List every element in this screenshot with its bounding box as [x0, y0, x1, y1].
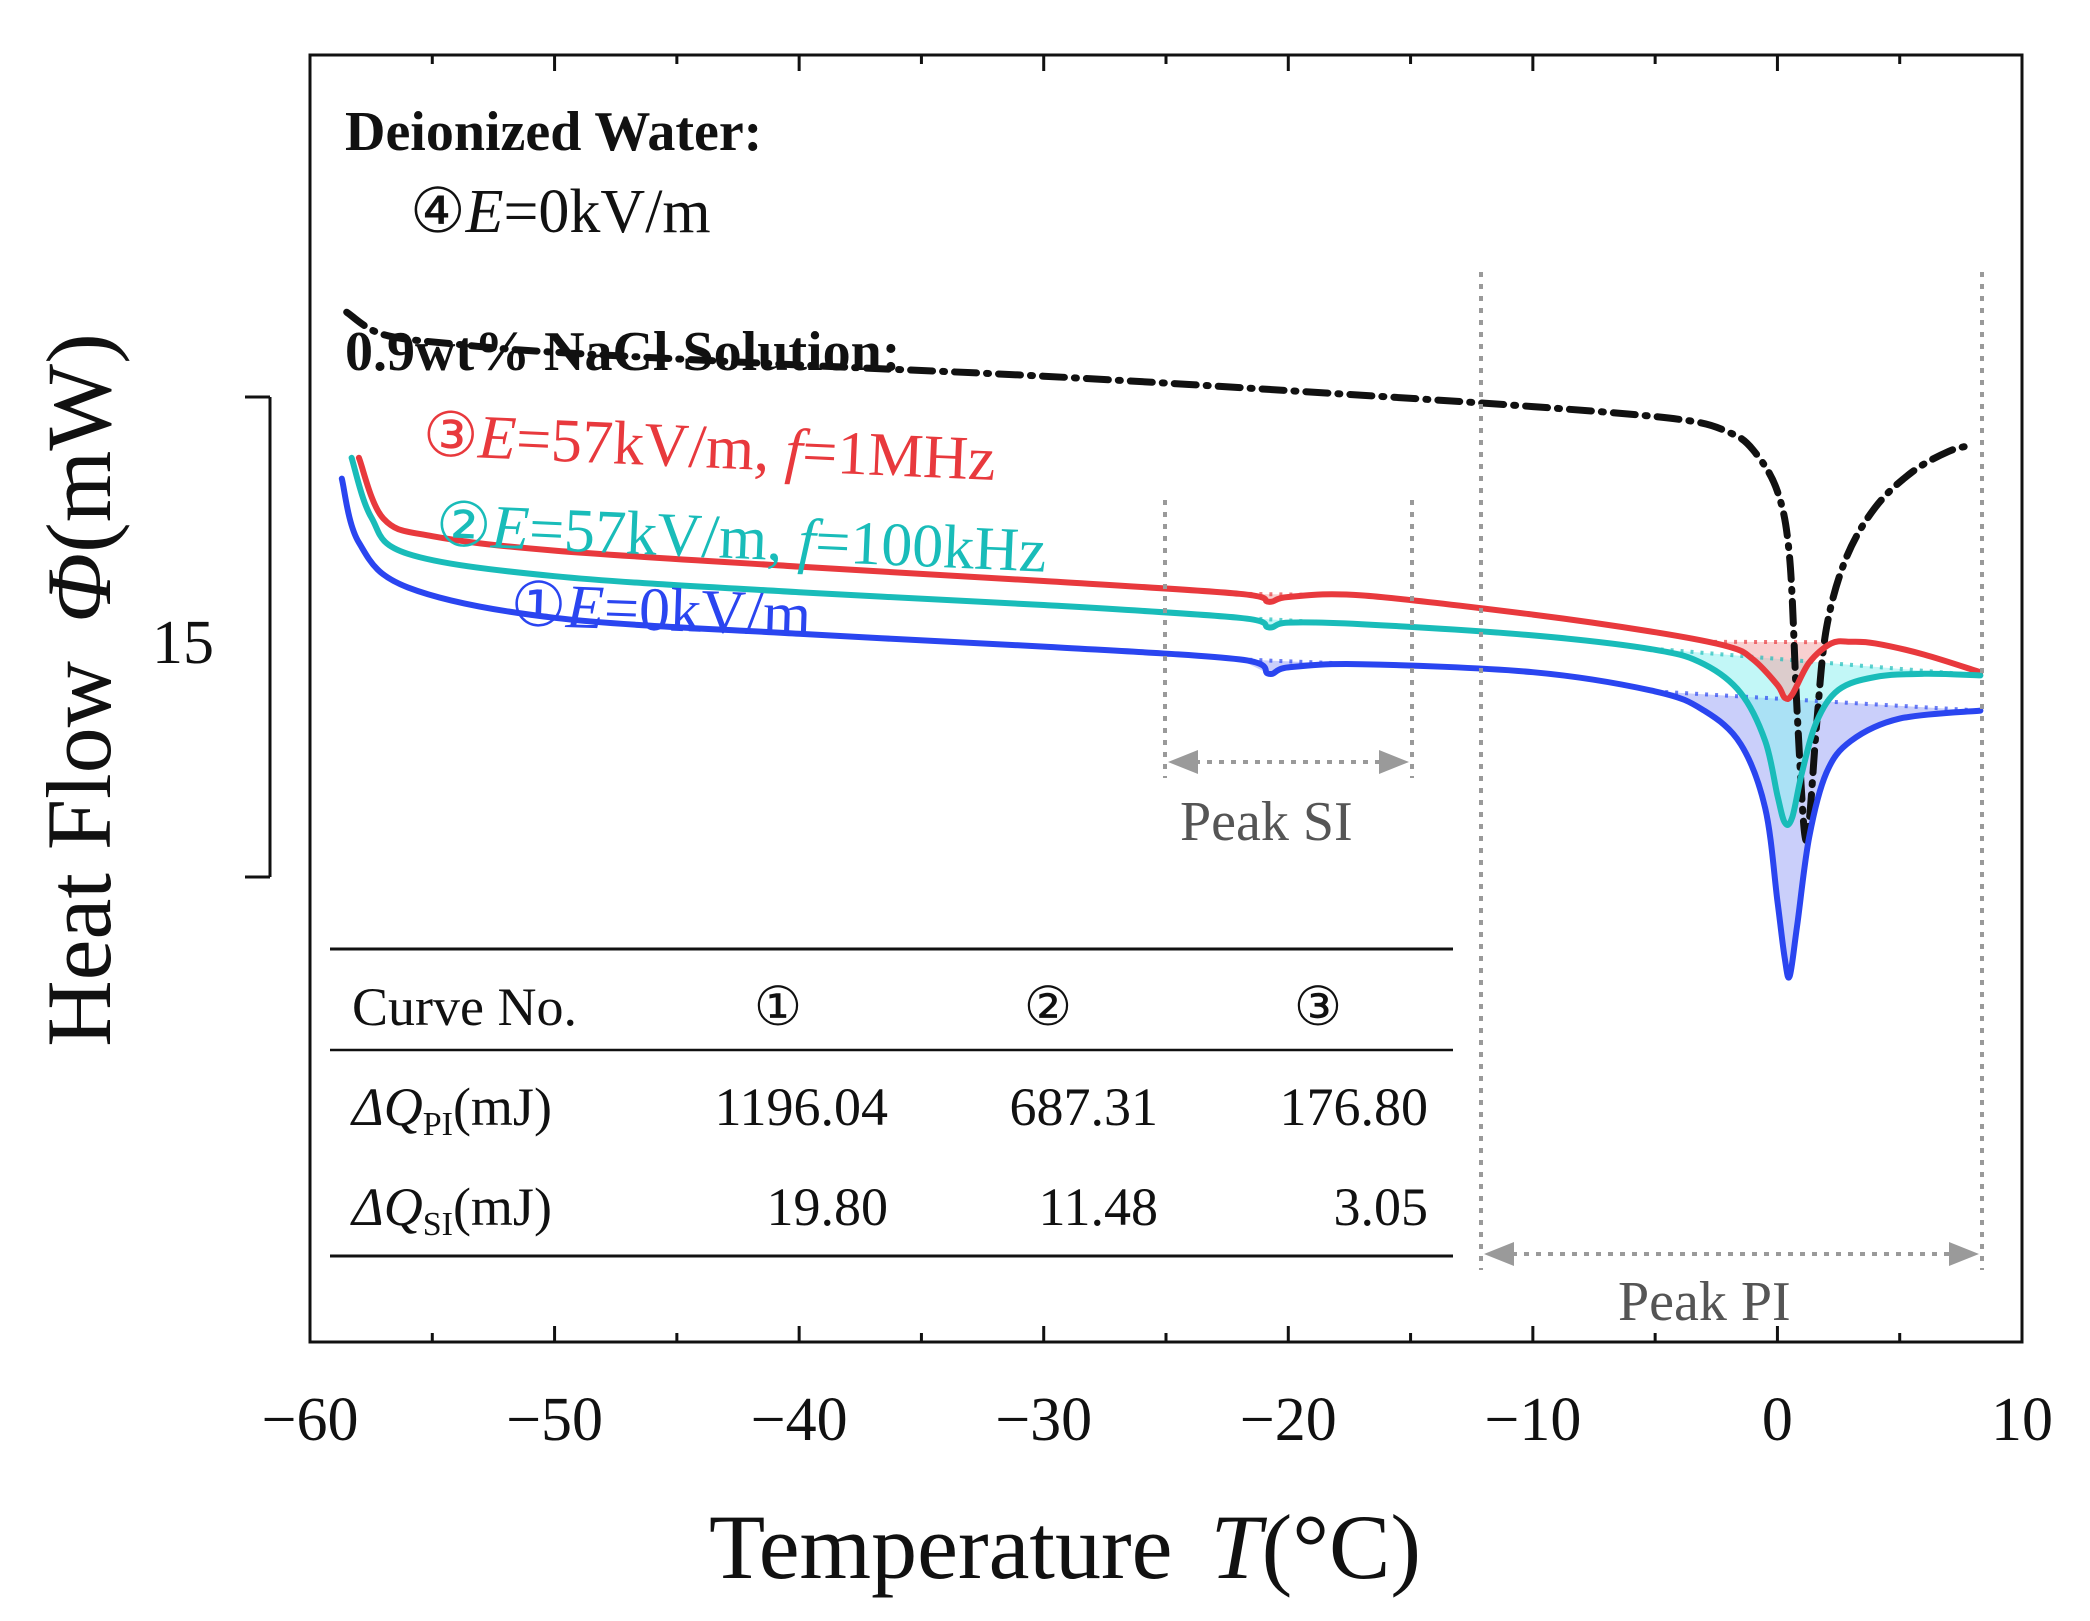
curve-label-3-number: ③	[421, 401, 480, 471]
pi-unit: (mJ)	[453, 1077, 552, 1137]
curve-label-2: ②E=57kV/m, f=100kHz	[434, 491, 1048, 586]
peak-guide-lines	[1163, 272, 1984, 1270]
peak-fill-pi-c3	[1704, 641, 1846, 698]
table-header-3: ③	[1294, 977, 1342, 1037]
curve-c1	[338, 475, 1984, 981]
curve-label-3-symbol-e: E	[476, 403, 518, 473]
si-unit: (mJ)	[453, 1177, 552, 1237]
table-cell-si-1: 19.80	[767, 1177, 889, 1237]
x-tick-label: −40	[751, 1386, 848, 1454]
peak-pi-arrow	[1484, 1242, 1979, 1266]
curve-label-2-group: ②E=57kV/m, f=100kHz	[434, 491, 1048, 586]
x-axis-title: Temperature T(°C)	[709, 1496, 1421, 1598]
peak-area-fills	[1239, 593, 1981, 970]
curve-label-2-frequency: =100kHz	[814, 508, 1048, 586]
curve-label-1-group: ①E=0kV/m	[510, 571, 813, 649]
curve-label-3-group: ③E=57kV/m, f=1MHz	[421, 401, 997, 494]
x-axis-ticks	[308, 55, 2024, 1342]
table-header-curve-no: Curve No.	[352, 977, 577, 1037]
curve-label-4-number: ④	[410, 178, 466, 246]
scale-bar-label: 15	[152, 609, 214, 677]
group-label-nacl-solution: 0.9wt% NaCl Solution:	[345, 321, 900, 383]
pi-subscript: PI	[423, 1106, 453, 1143]
x-tick-label: −10	[1484, 1386, 1581, 1454]
baseline-pi-c2	[1630, 644, 1981, 678]
curve-label-3-frequency: =1MHz	[801, 418, 997, 494]
curve-label-1-number: ①	[510, 571, 568, 641]
x-tick-label: −50	[506, 1386, 603, 1454]
results-table: Curve No. ① ② ③ ΔQPI(mJ) 1196.04 687.31 …	[330, 947, 1453, 1258]
baseline-pi-c1	[1655, 689, 1981, 713]
table-cell-pi-1: 1196.04	[715, 1077, 889, 1137]
curve-label-2-number: ②	[434, 491, 493, 561]
peak-si-arrow	[1168, 750, 1409, 774]
x-axis-title-text: Temperature	[709, 1496, 1173, 1598]
peak-baselines	[1239, 591, 1981, 713]
peak-fill-pi-c1	[1655, 691, 1981, 970]
curve-c3	[355, 454, 1984, 703]
x-tick-label: −60	[262, 1386, 359, 1454]
table-cell-si-3: 3.05	[1334, 1177, 1429, 1237]
pi-delta-symbol: ΔQ	[350, 1077, 423, 1137]
y-axis-title-group: Heat Flow Φ(mW)	[28, 333, 130, 1047]
curve-label-1-symbol: E	[564, 573, 605, 642]
table-row-pi-label: ΔQPI(mJ)	[350, 1077, 552, 1143]
si-subscript: SI	[423, 1206, 453, 1243]
table-header-1: ①	[754, 977, 802, 1037]
curve-label-1-value: =0kV/m	[603, 574, 812, 649]
curve-label-3-field: =57kV/m,	[515, 405, 787, 485]
peak-si-label: Peak SI	[1180, 791, 1353, 853]
curve-label-4: ④E=0kV/m	[410, 178, 711, 246]
x-axis-title-symbol: T	[1210, 1496, 1267, 1598]
curve-label-3: ③E=57kV/m, f=1MHz	[421, 401, 997, 494]
curve-label-1: ①E=0kV/m	[510, 571, 813, 649]
table-header-2: ②	[1024, 977, 1072, 1037]
x-tick-label: −20	[1240, 1386, 1337, 1454]
group-label-deionized-water: Deionized Water:	[345, 101, 762, 163]
curve-label-2-field: =57kV/m,	[528, 495, 800, 575]
table-row-si-label: ΔQSI(mJ)	[350, 1177, 552, 1243]
curve-label-4-symbol: E	[465, 178, 504, 246]
y-axis-title: Heat Flow Φ(mW)	[28, 333, 130, 1047]
peak-fill-pi-c2	[1630, 646, 1981, 821]
curve-c2	[348, 454, 1984, 828]
curve-label-2-symbol-e: E	[489, 493, 531, 563]
curves	[338, 308, 1984, 981]
table-cell-pi-2: 687.31	[1010, 1077, 1159, 1137]
table-cell-pi-3: 176.80	[1280, 1077, 1429, 1137]
x-axis-title-unit: (°C)	[1262, 1496, 1421, 1598]
y-axis-title-text: Heat Flow	[28, 660, 130, 1046]
x-tick-label: 10	[1991, 1386, 2053, 1454]
curve-c4	[343, 308, 1977, 844]
si-delta-symbol: ΔQ	[350, 1177, 423, 1237]
x-axis-tick-labels: −60 −50 −40 −30 −20 −10 0 10	[262, 1386, 2053, 1454]
x-tick-label: 0	[1762, 1386, 1793, 1454]
table-cell-si-2: 11.48	[1039, 1177, 1159, 1237]
peak-pi-label: Peak PI	[1618, 1271, 1791, 1333]
curve-label-4-value: =0kV/m	[503, 178, 710, 246]
y-axis-title-symbol: Φ	[28, 553, 130, 623]
y-scale-bar	[245, 395, 272, 879]
y-axis-title-unit: (mW)	[28, 333, 130, 553]
x-tick-label: −30	[995, 1386, 1092, 1454]
